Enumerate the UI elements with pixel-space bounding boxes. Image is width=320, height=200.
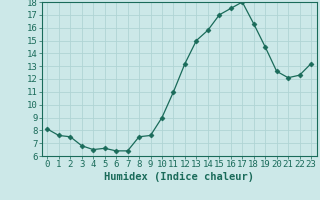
X-axis label: Humidex (Indice chaleur): Humidex (Indice chaleur) bbox=[104, 172, 254, 182]
